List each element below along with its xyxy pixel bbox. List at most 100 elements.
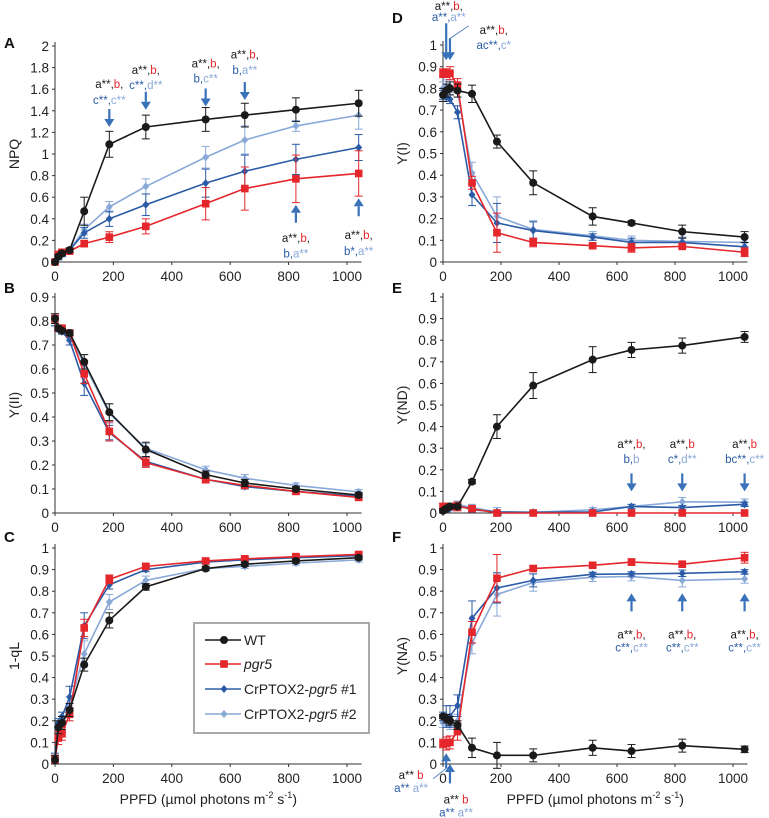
annotation-letter: a**,: [617, 629, 636, 641]
panel-b: B 0 0.1 0.2 0.3 0.4 0.5 0.6 0.7 0.8 0.9 0 200 400 600 8…: [4, 280, 363, 535]
data-point: [740, 248, 749, 257]
y-tick-label: 0.4: [30, 410, 49, 425]
y-tick-label: 0.5: [30, 386, 49, 401]
y-tick-label: 0.4: [418, 168, 437, 183]
series-wt: [439, 331, 749, 515]
data-point: [453, 721, 462, 730]
data-point: [51, 755, 59, 764]
annotation-letter: a**: [293, 248, 309, 260]
data-point: [51, 314, 59, 323]
x-tick-label: 800: [277, 771, 300, 786]
data-point: [80, 357, 89, 366]
significance-annotation: a**,b bc**,c**: [725, 439, 765, 492]
annotation-letter: c**: [633, 642, 648, 654]
legend-label: CrPTOX2-pgr5 #1: [244, 681, 357, 697]
annotation-letter: ,: [681, 642, 684, 654]
data-point: [80, 207, 89, 216]
annotation-letter: ,: [355, 246, 358, 258]
legend-label-part: pgr5: [308, 706, 337, 722]
annotation-text: a** b: [444, 795, 469, 807]
series-pgr5: [439, 551, 749, 751]
x-tick-label: 0: [439, 520, 447, 535]
y-tick-label: 2: [41, 39, 49, 54]
data-point: [445, 716, 454, 725]
y-tick-label: 0.4: [418, 671, 437, 686]
data-point: [66, 693, 74, 702]
x-tick-label: 600: [606, 269, 629, 284]
data-point: [141, 445, 150, 454]
y-tick-label: 0.5: [418, 147, 437, 162]
y-axis-title: 1-qL: [6, 642, 22, 670]
significance-annotation: a** ba** a**: [439, 764, 474, 818]
panel-d: D 0 0.1 0.2 0.3 0.4 0.5 0.6 0.7 0.8 0.9 1 0 200 400 600…: [392, 1, 749, 284]
x-tick-label: 800: [277, 269, 300, 284]
x-tick-label: 1000: [332, 771, 362, 786]
data-point: [588, 743, 597, 752]
series-line: [442, 94, 745, 248]
data-point: [740, 745, 749, 754]
annotation-text: b*,a**: [344, 246, 374, 258]
data-point: [492, 137, 501, 146]
y-tick-label: 0.6: [30, 190, 49, 205]
annotation-text: b,a**: [283, 248, 308, 260]
series-line: [54, 172, 359, 263]
y-tick-label: 0: [41, 506, 49, 521]
annotation-text: b,b: [623, 454, 639, 466]
annotation-letter: a**,: [132, 65, 151, 77]
annotation-letter: b: [623, 454, 629, 466]
y-tick-label: 1: [429, 38, 437, 53]
panel-e: E 0 0.1 0.2 0.3 0.4 0.5 0.6 0.7 0.8 0.9 1 0 200 400 600…: [392, 280, 765, 535]
arrow-up-icon: [441, 753, 452, 762]
x-tick-label: 400: [161, 771, 184, 786]
data-point: [678, 576, 686, 585]
data-point: [201, 475, 210, 484]
data-point: [588, 509, 597, 517]
annotation-text: b,c**: [194, 73, 219, 85]
y-tick-label: 1.2: [30, 125, 49, 140]
legend-item: CrPTOX2-pgr5 #2: [205, 706, 357, 722]
x-tick-label: 400: [548, 771, 571, 786]
series-wt: [51, 89, 363, 266]
legend-label: CrPTOX2-pgr5 #2: [244, 706, 357, 722]
data-point: [291, 556, 300, 565]
y-tick-label: 0.9: [30, 290, 49, 305]
series-line: [443, 556, 745, 745]
y-axis-title: Y(II): [6, 392, 22, 418]
legend-marker: [220, 636, 228, 644]
data-point: [678, 497, 686, 506]
annotation-letter: a**: [399, 770, 418, 782]
annotation-text: b,a**: [232, 65, 257, 77]
data-point: [741, 574, 749, 583]
data-point: [468, 614, 476, 623]
y-tick-label: 0.9: [418, 312, 437, 327]
label-part: PPFD (µmol photons m: [507, 791, 653, 807]
y-tick-label: 0.3: [418, 441, 437, 456]
y-tick-label: 1: [41, 541, 49, 556]
significance-annotation: a**,b c*,d**: [668, 439, 697, 492]
annotation-letter: b: [498, 25, 504, 37]
label-part: s: [273, 791, 284, 807]
series-pgr5: [439, 66, 749, 258]
data-point: [678, 227, 687, 236]
data-point: [54, 734, 63, 742]
data-point: [468, 743, 476, 752]
legend-item: CrPTOX2-pgr5 #1: [205, 681, 357, 697]
annotation-letter: ,: [630, 642, 633, 654]
significance-annotation: a**,b,a**,a**: [432, 1, 466, 61]
x-tick-label: 200: [102, 269, 125, 284]
annotation-letter: ,: [108, 95, 111, 107]
annotation-letter: ,: [120, 79, 123, 91]
data-point: [58, 718, 67, 727]
significance-annotation: a**,b,b*,a**: [344, 198, 374, 258]
annotation-text: c**,c**: [666, 642, 699, 654]
data-point: [529, 751, 538, 760]
series-wt: [51, 313, 363, 499]
annotation-text: a**,b: [670, 439, 695, 451]
annotation-letter: c**: [615, 642, 630, 654]
x-axis-title: PPFD (µmol photons m-2 s-1): [507, 790, 684, 807]
data-point: [627, 558, 636, 566]
y-tick-label: 0.3: [30, 692, 49, 707]
x-tick-label: 1000: [718, 269, 748, 284]
annotation-letter: b: [687, 629, 693, 641]
significance-annotation: a**,b,ac**,c*: [444, 25, 512, 61]
